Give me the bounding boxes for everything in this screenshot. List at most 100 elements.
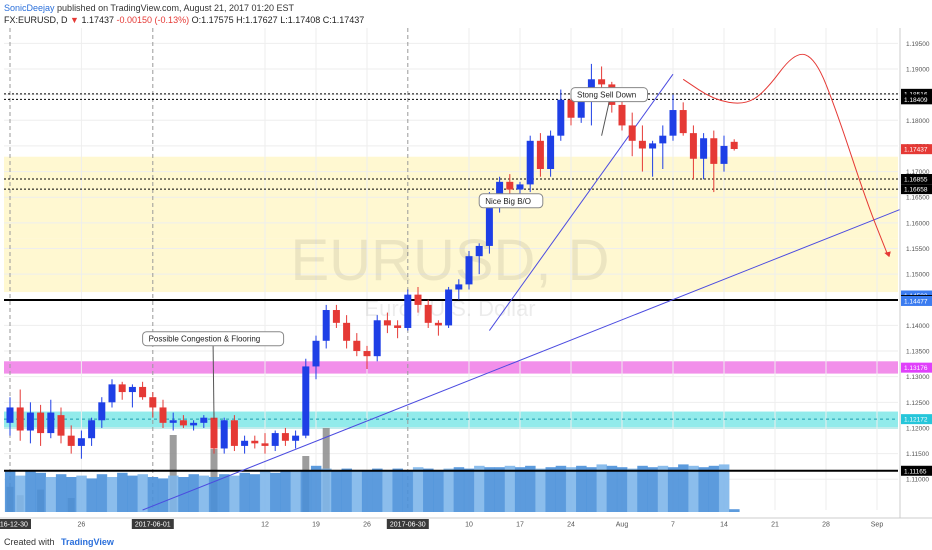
level-label-2: 1.16855 — [904, 177, 928, 184]
time-tick-10: Aug — [616, 522, 629, 529]
level-label-bg-9 — [901, 465, 932, 476]
volume-spike-16 — [169, 435, 177, 512]
price-axis[interactable]: 1.11000 1.11500 1.12000 1.12500 1.13000 1.135… — [899, 28, 932, 518]
volume-bar-14 — [147, 477, 159, 512]
volume-bar-50 — [514, 467, 526, 512]
volume-bar-61 — [627, 468, 638, 512]
projection-curve — [682, 53, 889, 257]
candle-body-44 — [455, 284, 463, 290]
price-chart[interactable]: EURUSD, D Euro / U.S. Dollar Possible Co… — [0, 28, 932, 534]
zone-3 — [4, 361, 898, 374]
volume-bar-20 — [208, 477, 220, 512]
volume-bar-5 — [55, 474, 67, 512]
level-label-6: 1.14477 — [904, 298, 928, 305]
price-tick-6: 1.14000 — [906, 323, 930, 330]
volume-bar-28 — [290, 471, 301, 512]
candle-body-50 — [516, 184, 524, 190]
trend-lines[interactable] — [142, 73, 932, 511]
time-tick-15: Sep — [871, 522, 884, 529]
candle-body-0 — [6, 407, 14, 423]
volume-bar-37 — [382, 470, 393, 512]
time-tick-5: 26 — [363, 522, 371, 529]
volume-bar-40 — [412, 467, 424, 512]
volume-bar-13 — [137, 474, 148, 512]
volume-bar-24 — [249, 474, 261, 512]
candle-body-2 — [26, 412, 34, 431]
candle-body-42 — [434, 322, 442, 326]
volume-bar-48 — [494, 467, 505, 512]
candle-body-70 — [720, 145, 728, 164]
time-tick-9: 24 — [567, 522, 575, 529]
volume-bar-44 — [453, 467, 465, 512]
volume-bar-7 — [76, 475, 87, 512]
symbol-label: FX:EURUSD, D — [4, 15, 68, 25]
volume-bar-32 — [331, 470, 342, 512]
candle-body-61 — [628, 125, 636, 141]
volume-bar-41 — [423, 468, 434, 512]
time-tick-1: 26 — [78, 522, 86, 529]
candle-body-32 — [332, 310, 340, 323]
tradingview-logo[interactable]: TradingView — [61, 537, 114, 547]
candle-body-6 — [67, 435, 75, 446]
volume-bar-65 — [667, 467, 679, 512]
candle-body-57 — [587, 79, 595, 95]
candle-body-3 — [37, 412, 45, 434]
annotation-text-2: Stong Sell Down — [577, 91, 636, 100]
level-label-9: 1.11165 — [904, 468, 927, 475]
volume-bar-9 — [96, 474, 108, 512]
volume-bar-70 — [718, 464, 730, 512]
volume-bars — [4, 428, 740, 512]
candle-body-16 — [169, 420, 177, 423]
candle-body-51 — [526, 140, 534, 185]
open-value: O:1.17575 — [191, 15, 234, 25]
annotation-pointer-2 — [601, 101, 610, 136]
time-tick-12: 14 — [720, 522, 728, 529]
volume-bar-10 — [106, 477, 118, 512]
candle-body-53 — [547, 135, 555, 170]
author-link[interactable]: SonicDeejay — [4, 3, 55, 13]
level-label-1: 1.18409 — [904, 97, 928, 104]
annotation-text-1: Nice Big B/O — [485, 197, 531, 206]
candle-body-41 — [424, 304, 432, 323]
price-tick-12: 1.17000 — [906, 169, 930, 176]
time-tick-6: 2017-06-30 — [390, 522, 426, 529]
candle-body-21 — [220, 420, 228, 449]
price-tick-3: 1.12500 — [906, 400, 930, 407]
volume-bar-23 — [239, 472, 250, 512]
volume-bar-26 — [270, 472, 281, 512]
level-label-bg-2 — [901, 174, 932, 185]
time-axis[interactable]: 2016-12-30 26 2017-06-01 12 19 26 2017-06-30 10… — [0, 517, 932, 529]
volume-bar-25 — [259, 471, 271, 512]
candle-body-10 — [108, 384, 116, 403]
candle-body-47 — [485, 197, 493, 246]
candle-body-11 — [118, 384, 126, 393]
candle-body-55 — [567, 99, 575, 118]
volume-bar-53 — [545, 467, 556, 512]
candle-body-23 — [241, 440, 249, 446]
volume-bar-4 — [45, 477, 57, 512]
volume-bar-67 — [688, 465, 699, 512]
price-axis-bg — [900, 28, 932, 518]
volume-bar-19 — [198, 475, 210, 512]
candle-body-17 — [179, 420, 187, 426]
volume-bar-0 — [4, 470, 16, 512]
chart-header: SonicDeejay published on TradingView.com… — [0, 0, 932, 28]
volume-bar-18 — [188, 474, 199, 512]
time-tick-0: 2016-12-30 — [0, 522, 28, 529]
candle-body-68 — [700, 138, 708, 159]
symbol-ohlc-line: FX:EURUSD, D ▼ 1.17437 -0.00150 (-0.13%)… — [4, 15, 364, 25]
level-label-3: 1.16658 — [904, 187, 928, 194]
level-label-7: 1.13176 — [904, 365, 928, 372]
volume-bar-71 — [729, 509, 740, 512]
annotation-box-0 — [142, 331, 285, 347]
time-tick-2: 2017-06-01 — [135, 522, 171, 529]
candle-body-63 — [649, 143, 657, 149]
price-tick-0: 1.11000 — [906, 477, 929, 484]
down-arrow-icon: ▼ — [70, 15, 79, 25]
price-tick-5: 1.13500 — [906, 349, 930, 356]
last-price: 1.17437 — [81, 15, 115, 25]
price-change: -0.00150 (-0.13%) — [116, 15, 190, 25]
candle-body-9 — [98, 402, 106, 421]
volume-bar-1 — [15, 475, 26, 512]
low-value: L:1.17408 — [280, 15, 321, 25]
